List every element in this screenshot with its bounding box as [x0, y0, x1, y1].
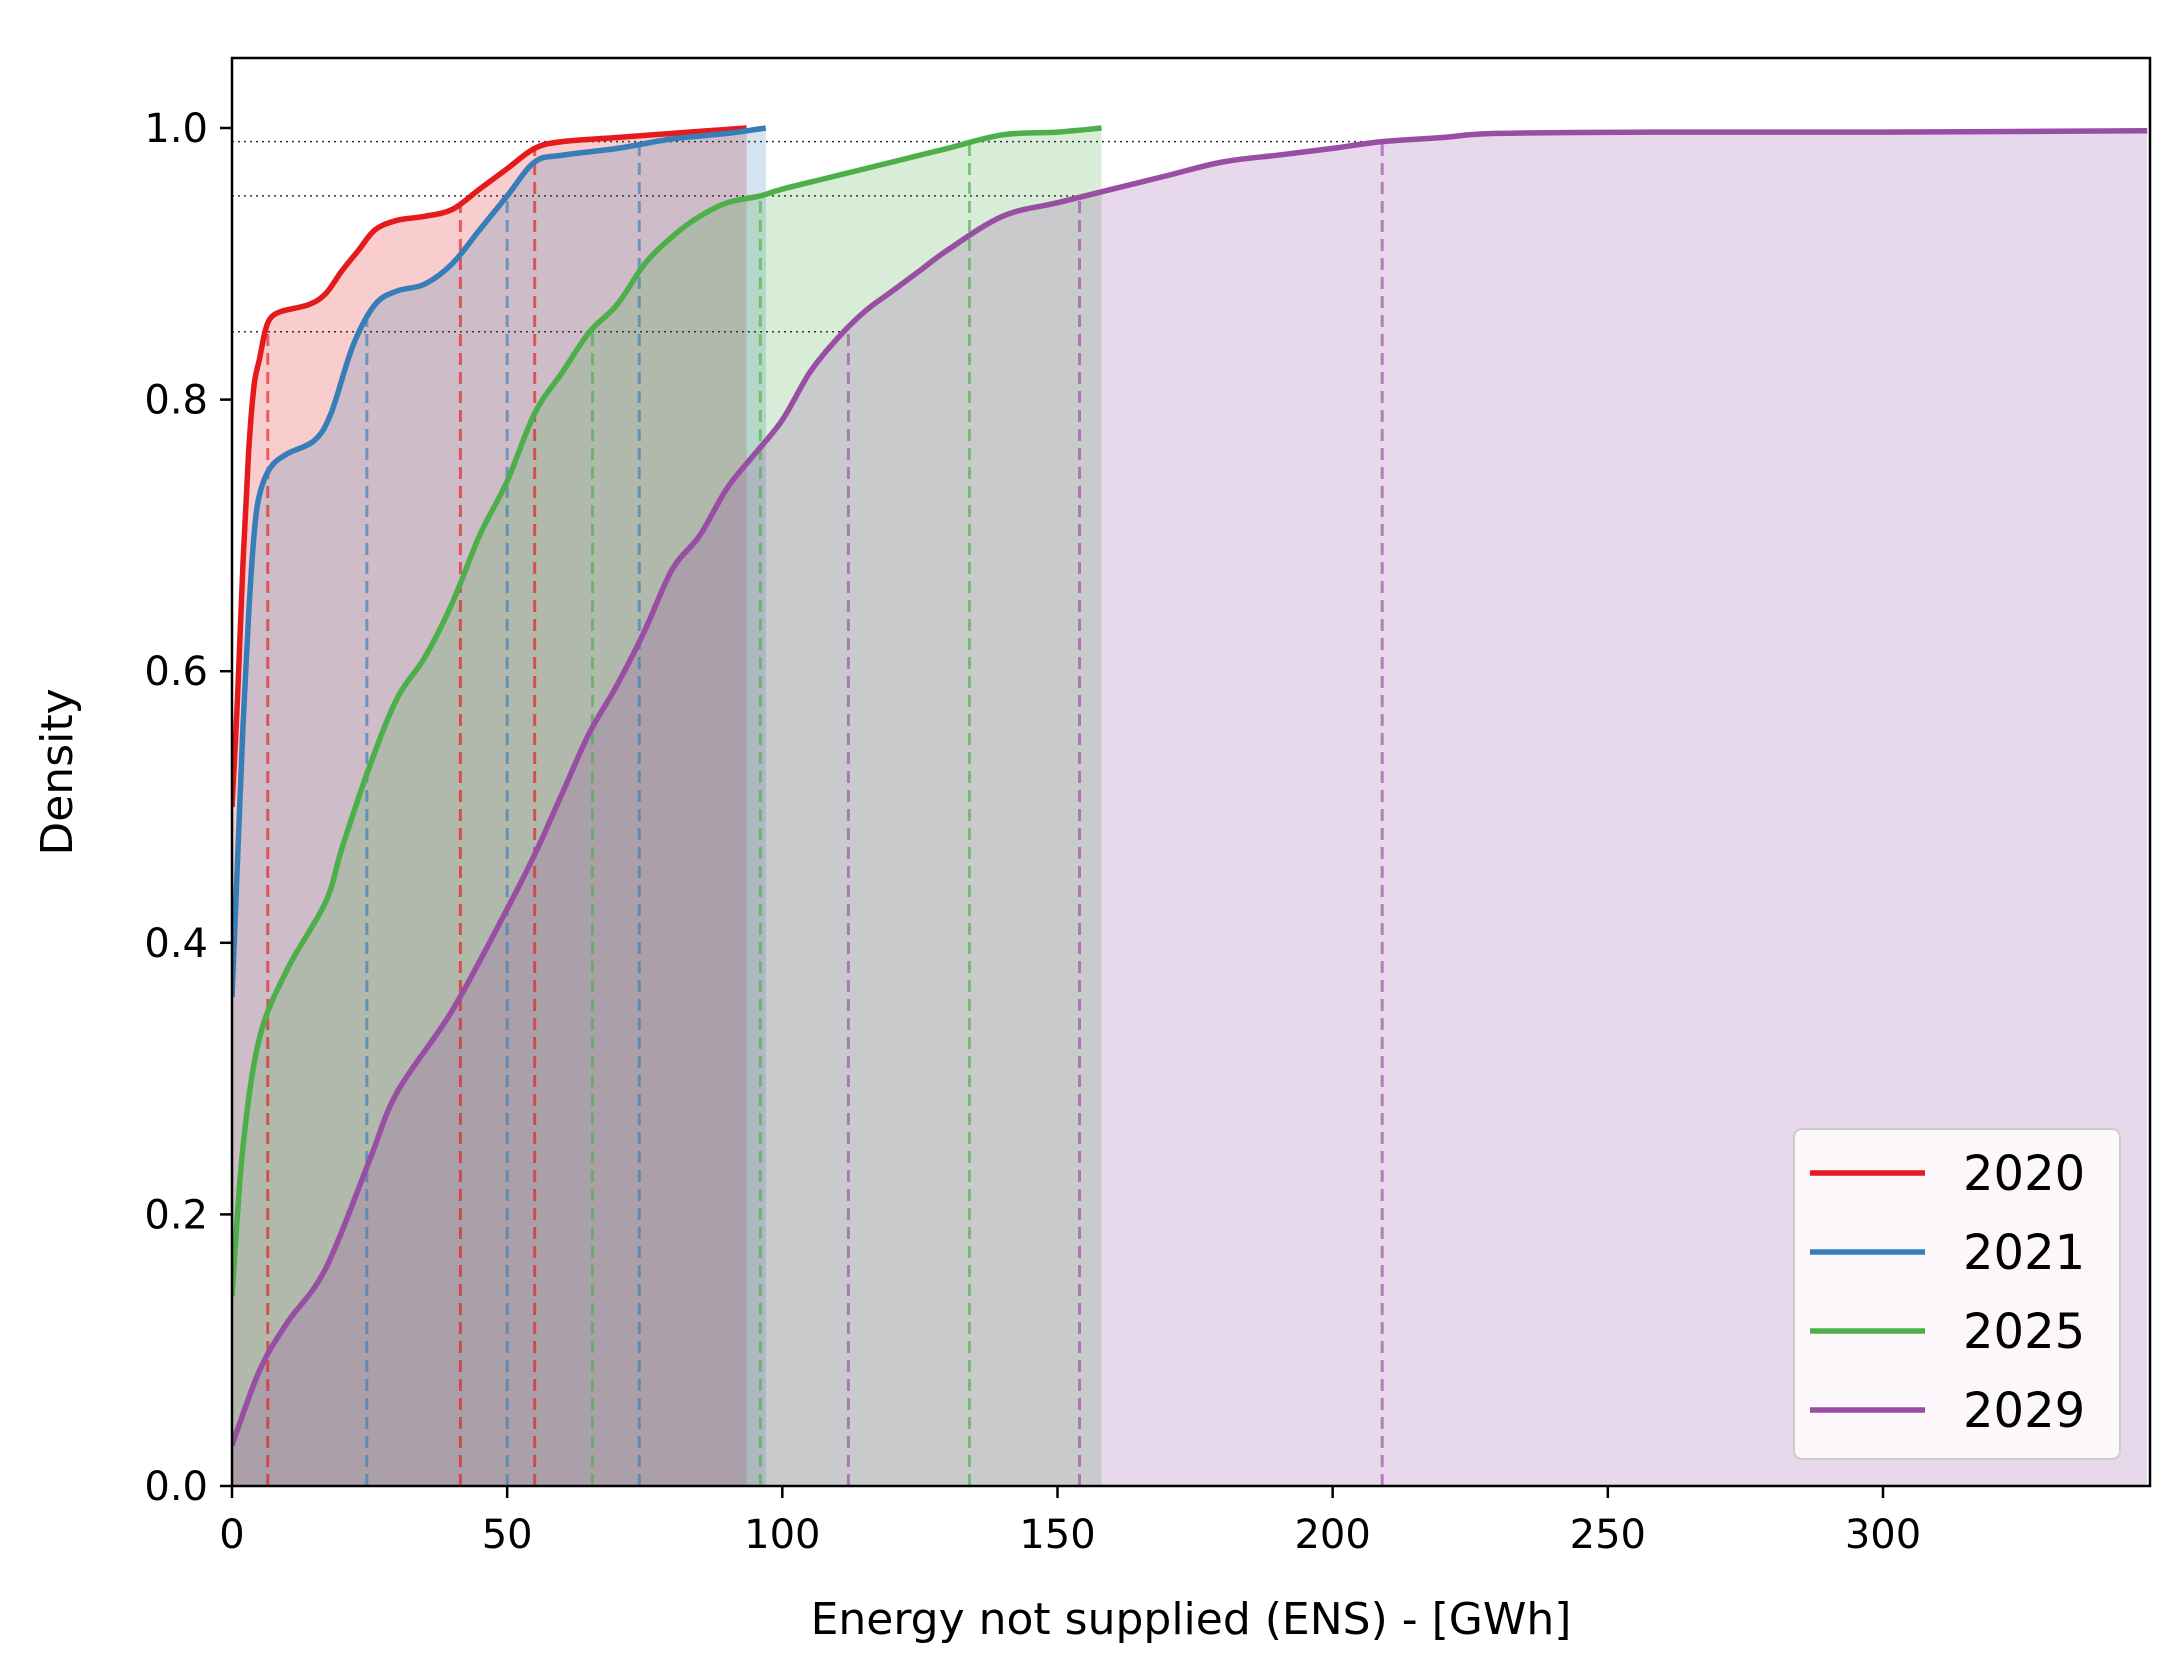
legend-label-2029: 2029: [1963, 1383, 2085, 1439]
fill-area-2029: [232, 130, 2148, 1486]
fill-area-2025: [232, 128, 1102, 1486]
y-tick-label-2: 0.4: [144, 921, 208, 967]
y-tick-label-4: 0.8: [144, 378, 208, 424]
x-tick-label-4: 200: [1294, 1512, 1370, 1558]
plot-frame: [230, 56, 2152, 1488]
reference-lines: [232, 140, 1383, 333]
y-tick-label-1: 0.2: [144, 1192, 208, 1238]
x-tick-label-0: 0: [219, 1512, 244, 1558]
x-tick-label-6: 300: [1845, 1512, 1921, 1558]
x-tick-label-1: 50: [482, 1512, 533, 1558]
series-line-2020: [232, 125, 747, 808]
x-tick-label-3: 150: [1019, 1512, 1095, 1558]
y-tick-label-5: 1.0: [144, 106, 208, 152]
legend-label-2021: 2021: [1963, 1225, 2085, 1281]
y-axis-ticks: 0.0 0.2 0.4 0.6 0.8 1.0: [144, 106, 232, 1510]
series-line-2029: [232, 127, 2148, 1447]
x-axis-label: Energy not supplied (ENS) - [GWh]: [811, 1594, 1572, 1645]
y-tick-label-0: 0.0: [144, 1464, 208, 1510]
legend: 2020 2021 2025 2029: [1793, 1128, 2121, 1460]
x-axis-ticks: 0 50 100 150 200 250 300: [219, 1486, 1921, 1558]
x-tick-label-2: 100: [744, 1512, 820, 1558]
series-line-2025: [232, 125, 1102, 1297]
quantile-markers: [266, 141, 1384, 1486]
fill-area-2020: [232, 128, 747, 1486]
series-lines: [232, 125, 2148, 1447]
legend-box: [1793, 1128, 2121, 1460]
x-tick-label-5: 250: [1570, 1512, 1646, 1558]
y-axis-label: Density: [32, 688, 83, 855]
series-line-2021: [232, 125, 767, 998]
legend-label-2025: 2025: [1963, 1304, 2085, 1360]
y-tick-label-3: 0.6: [144, 649, 208, 695]
legend-label-2020: 2020: [1963, 1146, 2085, 1202]
